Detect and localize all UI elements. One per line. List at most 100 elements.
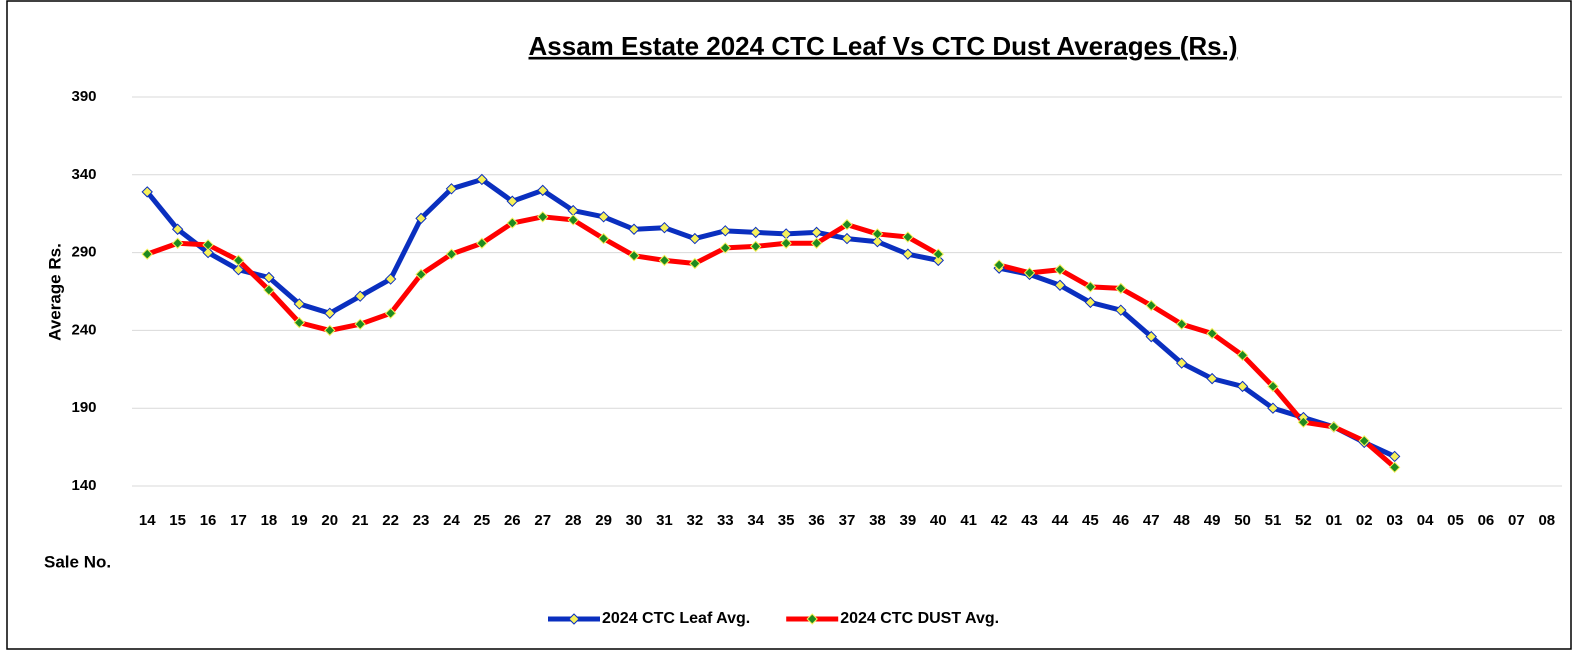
point-marker (1206, 327, 1218, 340)
x-axis-label: Sale No. (44, 552, 111, 571)
point-marker (1084, 281, 1097, 293)
x-tick-label: 40 (930, 512, 947, 529)
point-marker (293, 298, 306, 310)
x-tick-label: 14 (139, 512, 156, 529)
point-marker (445, 248, 458, 260)
x-tick-label: 36 (808, 512, 825, 529)
point-marker (506, 217, 519, 229)
point-marker (902, 248, 914, 260)
x-tick-label: 42 (991, 512, 1008, 529)
series-line (145, 176, 1396, 459)
point-marker (810, 237, 823, 249)
point-marker (871, 228, 884, 240)
x-tick-label: 07 (1508, 512, 1525, 529)
point-marker (263, 284, 275, 296)
x-tick-label: 43 (1021, 512, 1038, 529)
point-marker (1388, 461, 1401, 474)
point-marker (202, 239, 214, 251)
point-marker (750, 226, 762, 239)
point-marker (1115, 304, 1127, 316)
x-tick-label: 49 (1204, 512, 1221, 529)
x-tick-label: 47 (1143, 512, 1160, 529)
point-marker (415, 212, 427, 225)
point-marker (171, 223, 184, 235)
x-tick-label: 30 (626, 512, 643, 529)
point-marker (1206, 372, 1218, 385)
x-tick-label: 51 (1265, 512, 1282, 529)
point-marker (537, 211, 549, 223)
point-marker (1145, 299, 1157, 312)
point-marker (932, 248, 944, 260)
point-marker (1054, 279, 1066, 291)
x-tick-label: 22 (382, 512, 399, 529)
point-marker (476, 173, 488, 186)
point-marker (780, 228, 792, 240)
x-tick-label: 17 (230, 512, 247, 529)
x-tick-label: 05 (1447, 512, 1464, 529)
point-marker (232, 264, 245, 276)
x-tick-label: 38 (869, 512, 886, 529)
x-tick-label: 32 (687, 512, 704, 529)
point-marker (1297, 416, 1310, 428)
x-tick-label: 27 (534, 512, 551, 529)
legend-marker (806, 613, 818, 625)
series-line (146, 214, 1397, 470)
point-marker (506, 195, 519, 207)
point-marker (841, 232, 853, 245)
y-tick-label: 190 (71, 399, 96, 416)
point-marker (689, 232, 701, 245)
x-tick-label: 01 (1325, 512, 1342, 529)
point-marker (658, 221, 671, 234)
y-tick-label: 340 (71, 166, 96, 183)
x-tick-label: 33 (717, 512, 734, 529)
x-tick-label: 15 (169, 512, 186, 529)
point-marker (232, 254, 245, 267)
y-tick-label: 240 (71, 321, 96, 338)
x-tick-label: 41 (960, 512, 977, 529)
point-marker (1236, 349, 1249, 362)
point-marker (810, 226, 823, 239)
point-marker (597, 211, 610, 223)
x-tick-label: 52 (1295, 512, 1312, 529)
point-marker (1388, 450, 1401, 463)
x-tick-label: 21 (352, 512, 369, 529)
point-marker (841, 218, 853, 231)
point-marker (689, 257, 701, 270)
point-marker (1084, 296, 1097, 309)
point-marker (1115, 282, 1127, 295)
point-marker (171, 237, 184, 249)
x-tick-label: 19 (291, 512, 308, 529)
point-marker (1267, 402, 1279, 414)
point-marker (445, 183, 458, 195)
point-marker (324, 324, 336, 337)
y-tick-label: 390 (71, 88, 96, 105)
point-marker (293, 316, 306, 329)
y-tick-label: 290 (71, 244, 96, 261)
x-tick-label: 29 (595, 512, 612, 529)
x-tick-label: 16 (200, 512, 217, 529)
x-tick-label: 04 (1417, 512, 1434, 529)
point-marker (384, 273, 397, 285)
point-marker (384, 307, 397, 319)
point-marker (1054, 264, 1066, 276)
x-tick-label: 39 (900, 512, 917, 529)
point-marker (1023, 267, 1036, 279)
point-marker (354, 318, 366, 330)
x-tick-label: 08 (1538, 512, 1555, 529)
x-tick-label: 31 (656, 512, 673, 529)
x-tick-label: 02 (1356, 512, 1373, 529)
point-marker (1145, 330, 1157, 343)
x-tick-label: 46 (1112, 512, 1129, 529)
x-tick-label: 34 (747, 512, 764, 529)
point-marker (324, 307, 336, 319)
point-marker (1236, 380, 1249, 393)
x-tick-label: 37 (839, 512, 856, 529)
y-tick-label: 140 (71, 477, 96, 494)
point-marker (628, 250, 640, 262)
x-tick-label: 25 (474, 512, 491, 529)
point-marker (354, 290, 366, 302)
point-marker (537, 184, 549, 197)
point-marker (597, 232, 610, 245)
